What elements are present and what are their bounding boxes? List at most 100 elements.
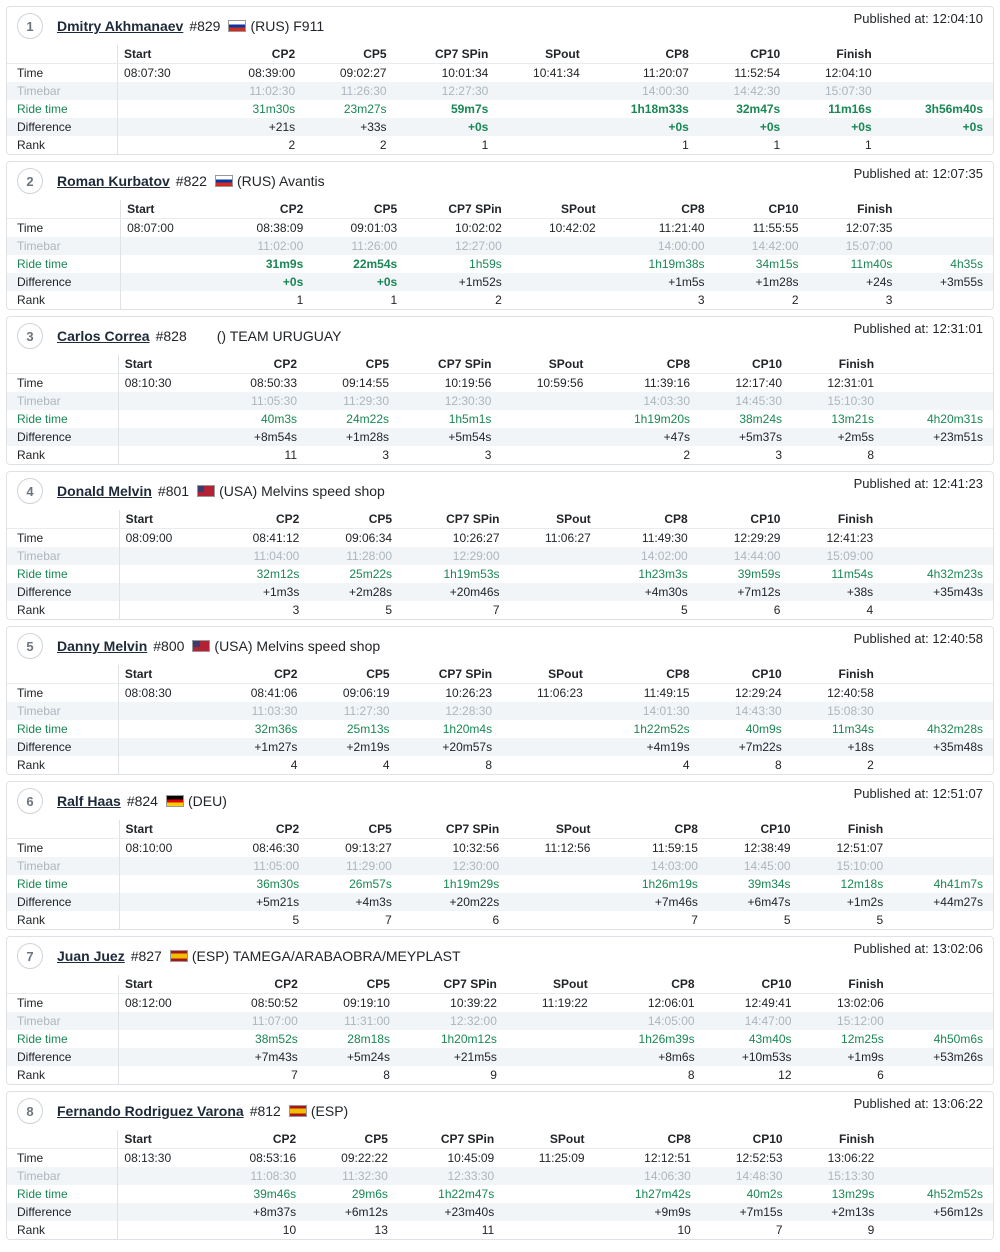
data-row: Time08:13:3008:53:1609:22:2210:45:0911:2… [7, 1149, 993, 1168]
column-header: CP5 [301, 45, 392, 64]
column-header: Start [118, 665, 211, 684]
rider-name-link[interactable]: Dmitry Akhmanaev [57, 18, 183, 34]
column-header: Start [119, 820, 212, 839]
checkpoint-table: StartCP2CP5CP7 SPinSPoutCP8CP10FinishTim… [7, 200, 993, 309]
country-team: (USA) Melvins speed shop [214, 638, 380, 654]
column-header: Finish [797, 820, 890, 839]
bib-number: #824 [127, 793, 158, 809]
column-header: CP7 SPin [396, 665, 499, 684]
column-header: SPout [494, 45, 585, 64]
row-label: Time [7, 529, 119, 548]
country-team: (RUS) Avantis [237, 173, 325, 189]
rider-header: 6Ralf Haas#824(DEU)Published at: 12:51:0… [7, 782, 993, 818]
data-row: Timebar11:03:3011:27:3012:28:3014:01:301… [7, 702, 993, 720]
column-header [7, 355, 118, 374]
published-at: Published at: 12:51:07 [854, 786, 983, 801]
row-label: Time [7, 64, 118, 83]
column-header [7, 665, 118, 684]
column-header: CP7 SPin [398, 820, 505, 839]
column-header: CP10 [696, 665, 788, 684]
data-row: Time08:10:0008:46:3009:13:2710:32:5611:1… [7, 839, 993, 858]
column-header: SPout [503, 975, 594, 994]
country-team: () TEAM URUGUAY [217, 328, 342, 344]
column-header: Start [118, 1130, 211, 1149]
column-header [7, 45, 118, 64]
column-header: CP7 SPin [393, 45, 495, 64]
column-header [7, 975, 119, 994]
rider-header: 1Dmitry Akhmanaev#829(RUS) F911Published… [7, 7, 993, 43]
column-header: Finish [788, 355, 880, 374]
country-team: (ESP) [311, 1103, 348, 1119]
row-label: Difference [7, 118, 118, 136]
column-header [889, 820, 993, 839]
data-row: Time08:09:0008:41:1209:06:3410:26:2711:0… [7, 529, 993, 548]
row-label: Timebar [7, 1167, 118, 1185]
rider-name-link[interactable]: Juan Juez [57, 948, 125, 964]
flag-icon [228, 20, 246, 32]
checkpoint-table: StartCP2CP5CP7 SPinSPoutCP8CP10FinishTim… [7, 45, 993, 154]
published-at: Published at: 12:04:10 [854, 11, 983, 26]
bib-number: #801 [158, 483, 189, 499]
column-header: SPout [498, 665, 589, 684]
flag-icon [166, 795, 184, 807]
column-header [880, 665, 993, 684]
rider-block: 7Juan Juez#827(ESP) TAMEGA/ARABAOBRA/MEY… [6, 936, 994, 1085]
rank-badge: 4 [17, 478, 43, 504]
row-label: Difference [7, 1048, 119, 1066]
rider-name-link[interactable]: Danny Melvin [57, 638, 147, 654]
column-header: CP5 [304, 975, 396, 994]
row-label: Timebar [7, 1012, 119, 1030]
data-row: Ride time38m52s28m18s1h20m12s1h26m39s43m… [7, 1030, 993, 1048]
rider-block: 6Ralf Haas#824(DEU)Published at: 12:51:0… [6, 781, 994, 930]
rider-name-link[interactable]: Ralf Haas [57, 793, 121, 809]
rider-name-link[interactable]: Roman Kurbatov [57, 173, 170, 189]
column-header [880, 355, 993, 374]
data-row: Difference+8m37s+6m12s+23m40s+9m9s+7m15s… [7, 1203, 993, 1221]
checkpoint-table: StartCP2CP5CP7 SPinSPoutCP8CP10FinishTim… [7, 510, 993, 619]
column-header: CP8 [586, 45, 695, 64]
column-header: SPout [505, 820, 596, 839]
bib-number: #829 [189, 18, 220, 34]
column-header: Start [118, 355, 211, 374]
rider-name-link[interactable]: Fernando Rodriguez Varona [57, 1103, 244, 1119]
data-row: Time08:07:3008:39:0009:02:2710:01:3410:4… [7, 64, 993, 83]
column-header: CP2 [211, 355, 303, 374]
rider-header: 2Roman Kurbatov#822(RUS) AvantisPublishe… [7, 162, 993, 198]
data-row: Difference+5m21s+4m3s+20m22s+7m46s+6m47s… [7, 893, 993, 911]
data-row: Time08:10:3008:50:3309:14:5510:19:5610:5… [7, 374, 993, 393]
rider-block: 1Dmitry Akhmanaev#829(RUS) F911Published… [6, 6, 994, 155]
row-label: Ride time [7, 1185, 118, 1203]
rider-name-link[interactable]: Carlos Correa [57, 328, 150, 344]
data-row: Rank448482 [7, 756, 993, 774]
data-row: Ride time31m9s22m54s1h59s1h19m38s34m15s1… [7, 255, 993, 273]
rank-badge: 7 [17, 943, 43, 969]
country-team: (USA) Melvins speed shop [219, 483, 385, 499]
data-row: Ride time40m3s24m22s1h5m1s1h19m20s38m24s… [7, 410, 993, 428]
data-row: Rank7898126 [7, 1066, 993, 1084]
row-label: Rank [7, 136, 118, 154]
bib-number: #828 [156, 328, 187, 344]
column-header: Start [118, 45, 210, 64]
data-row: Ride time32m12s25m22s1h19m53s1h23m3s39m5… [7, 565, 993, 583]
row-label: Timebar [7, 82, 118, 100]
checkpoint-table: StartCP2CP5CP7 SPinSPoutCP8CP10FinishTim… [7, 1130, 993, 1239]
data-row: Ride time31m30s23m27s59m7s1h18m33s32m47s… [7, 100, 993, 118]
row-label: Difference [7, 738, 118, 756]
column-header: CP8 [591, 1130, 697, 1149]
data-row: Rank357564 [7, 601, 993, 619]
row-label: Difference [7, 893, 119, 911]
column-header: CP2 [211, 665, 303, 684]
data-row: Rank221111 [7, 136, 993, 154]
flag-icon [289, 1105, 307, 1117]
column-header [7, 820, 119, 839]
row-label: Ride time [7, 410, 118, 428]
rank-badge: 2 [17, 168, 43, 194]
rider-header: 4 Donald Melvin #801 (USA) Melvins speed sh… [7, 472, 993, 508]
row-label: Ride time [7, 255, 121, 273]
column-header: SPout [500, 1130, 590, 1149]
column-header: CP10 [696, 355, 788, 374]
column-header: CP7 SPin [396, 975, 503, 994]
rider-block: 4 Donald Melvin #801 (USA) Melvins speed sh… [6, 471, 994, 620]
rider-name-link[interactable]: Donald Melvin [57, 483, 152, 499]
row-label: Difference [7, 1203, 118, 1221]
